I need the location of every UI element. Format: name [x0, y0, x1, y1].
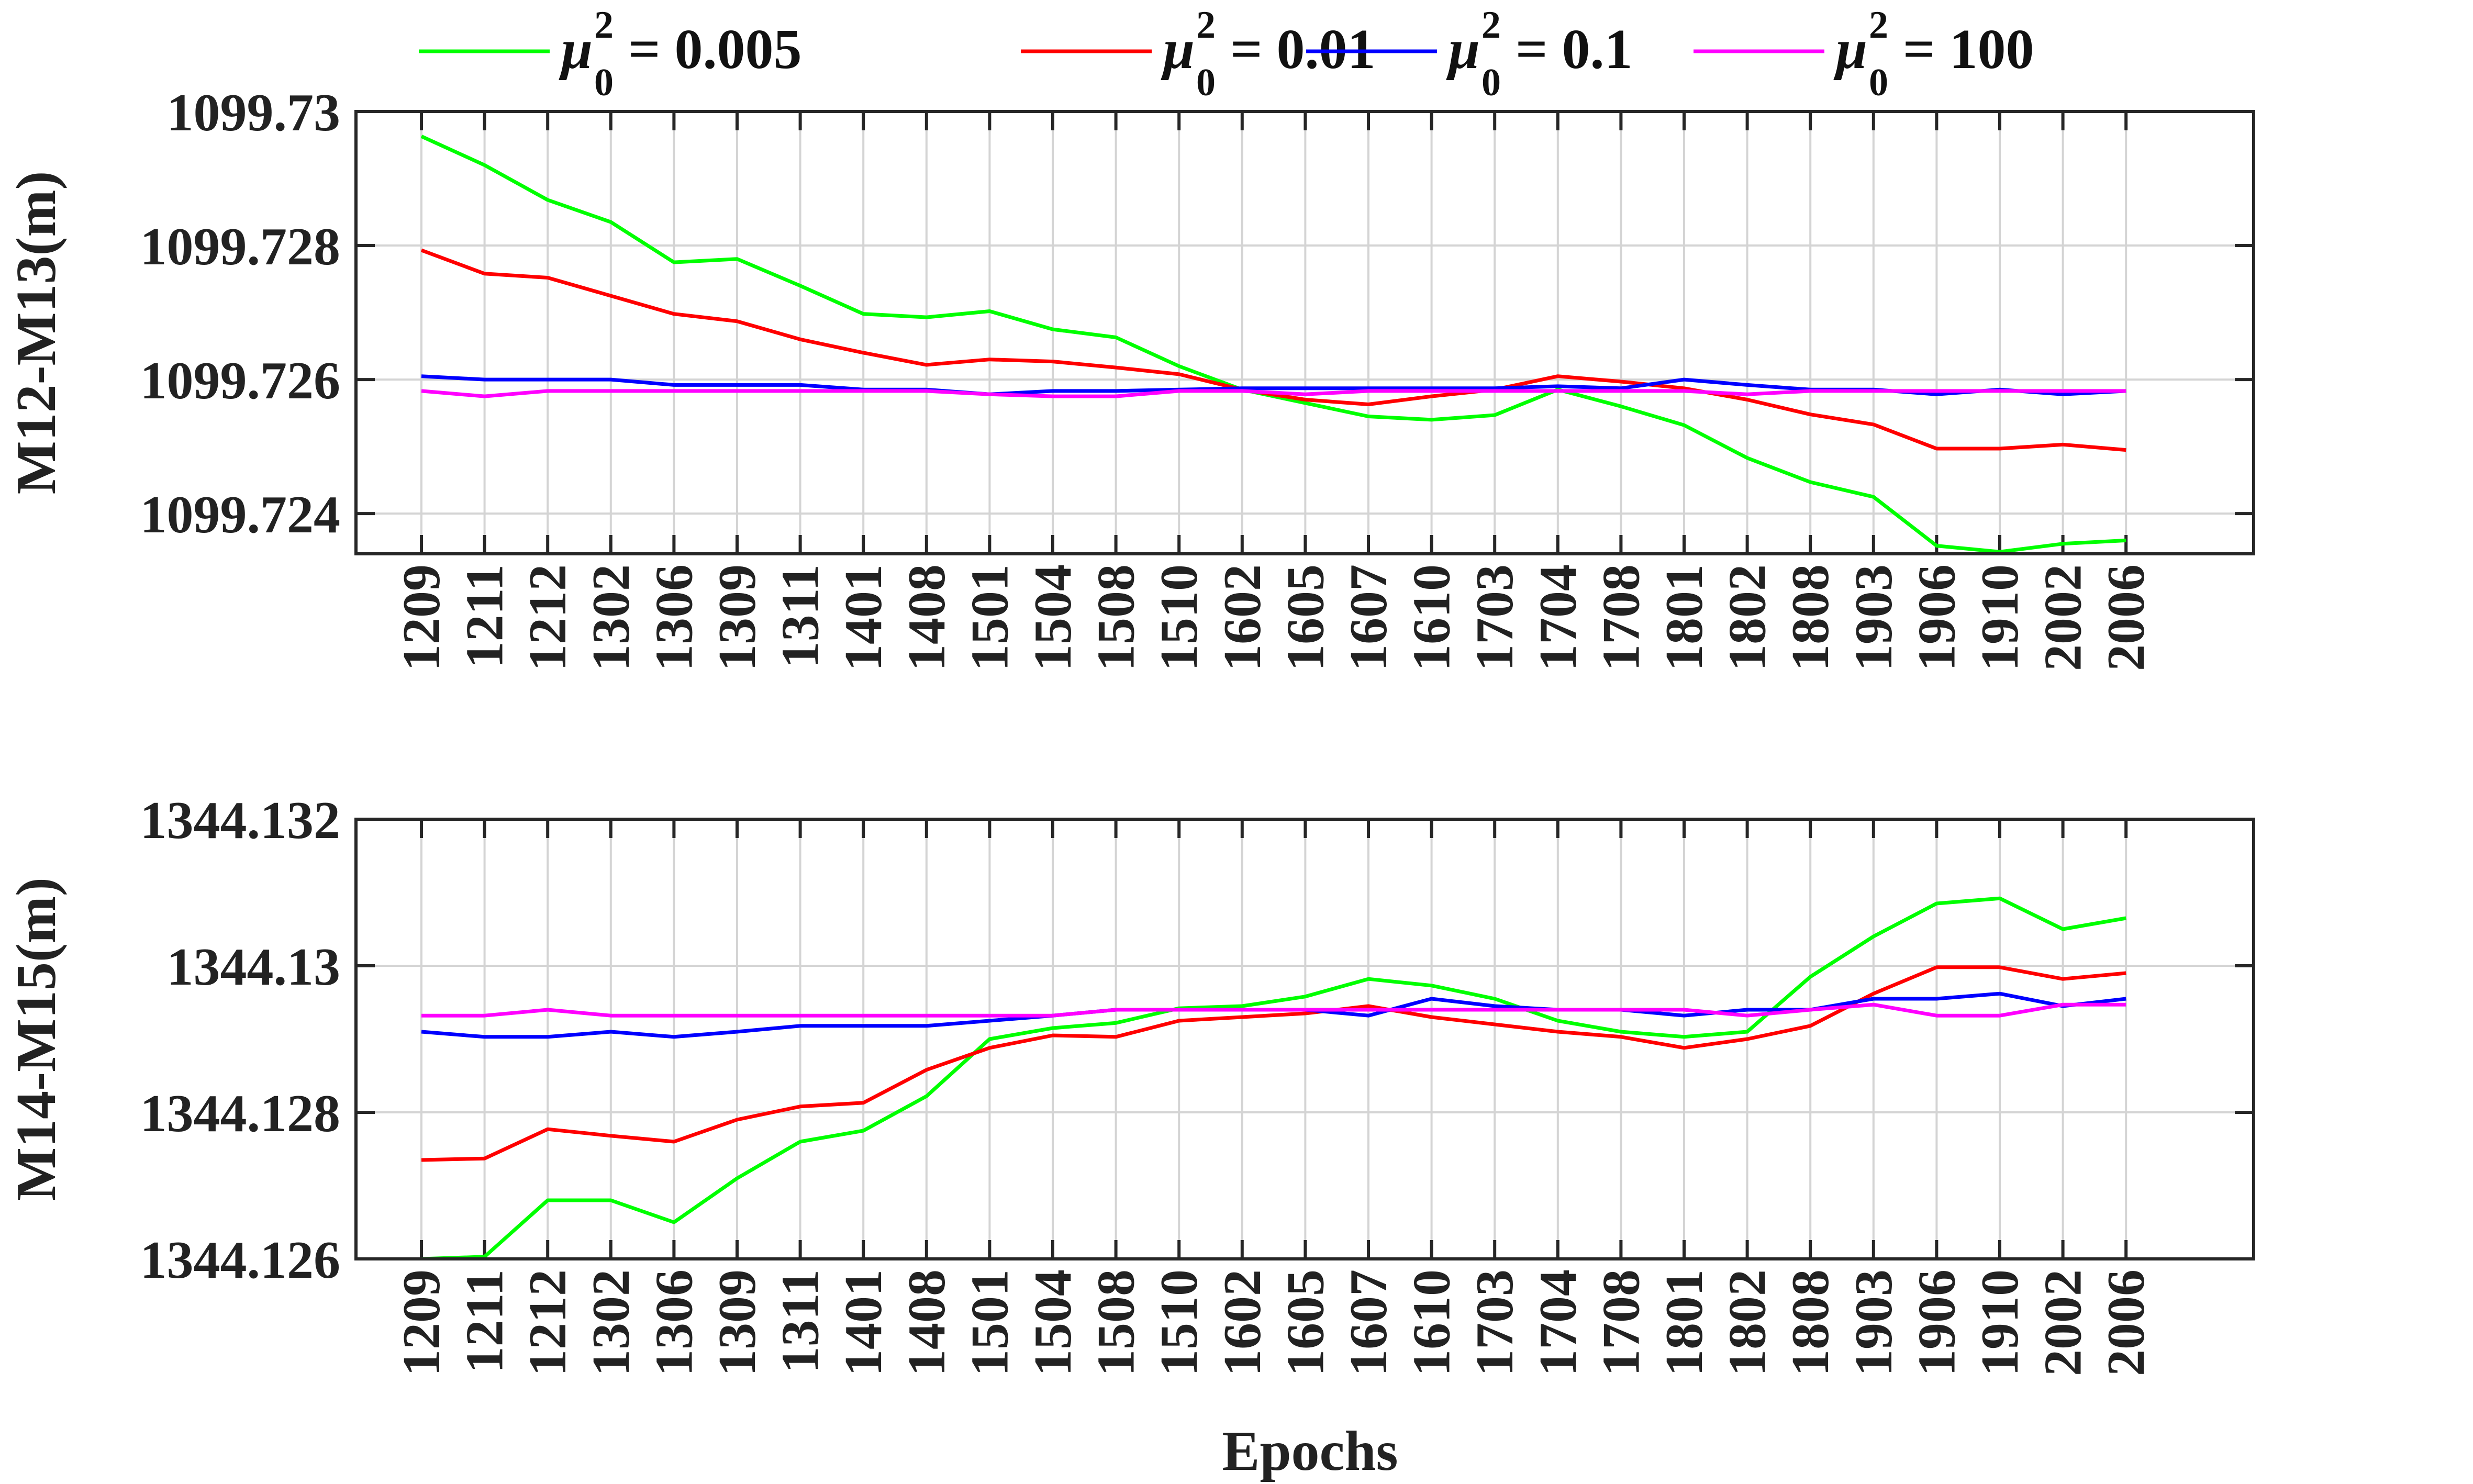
- x-tick-label: 1605: [1276, 1269, 1335, 1376]
- series-line-1: [420, 248, 2126, 452]
- series-line-3: [421, 389, 2126, 398]
- legend-subscript: 0: [594, 61, 614, 104]
- legend-item-3: μ 2 0 = 100: [1694, 4, 2034, 104]
- y-axis-label: M14-M15(m): [5, 877, 68, 1201]
- x-tick-label: 1508: [1087, 564, 1146, 671]
- x-tick-label: 1302: [582, 1269, 641, 1376]
- y-tick-label: 1099.728: [140, 217, 341, 276]
- x-tick-label: 1211: [455, 564, 515, 668]
- x-tick-label: 1808: [1781, 564, 1840, 671]
- x-tick-label: 2002: [2034, 564, 2093, 671]
- x-tick-label: 1610: [1402, 1269, 1462, 1376]
- legend-value: = 0.005: [628, 18, 802, 81]
- x-tick-label: 1309: [708, 564, 767, 671]
- x-tick-label: 1704: [1529, 564, 1588, 671]
- x-tick-label: 1801: [1655, 1269, 1714, 1376]
- y-tick-label: 1344.13: [167, 938, 341, 997]
- legend-value: = 0.1: [1516, 18, 1633, 81]
- x-tick-label: 1602: [1213, 1269, 1272, 1376]
- legend-symbol: μ: [1446, 18, 1480, 81]
- legend-item-0: μ 2 0 = 0.005: [419, 4, 802, 104]
- x-tick-label: 1602: [1213, 564, 1272, 671]
- y-tick-label: 1099.724: [140, 485, 341, 544]
- series-line-3: [421, 1002, 2126, 1018]
- x-tick-label: 1605: [1276, 564, 1335, 671]
- legend-subscript: 0: [1869, 61, 1888, 104]
- legend-item-1: μ 20= 0.01: [1021, 4, 1376, 104]
- x-tick-label: 1501: [960, 564, 1019, 671]
- legend-value: = 100: [1903, 18, 2034, 81]
- x-tick-label: 1309: [708, 1269, 767, 1376]
- x-tick-label: 1311: [771, 1269, 830, 1373]
- x-tick-label: 1211: [455, 1269, 515, 1373]
- axes-box: [354, 818, 2255, 1260]
- x-tick-label: 1703: [1465, 1269, 1524, 1376]
- x-tick-label: 1508: [1087, 1269, 1146, 1376]
- x-tick-label: 2002: [2034, 1269, 2093, 1376]
- legend-subscript: 0: [1196, 61, 1216, 104]
- x-tick-label: 1607: [1339, 564, 1398, 671]
- x-tick-label: 1401: [834, 564, 893, 671]
- x-tick-label: 1903: [1844, 1269, 1903, 1376]
- x-tick-label: 1209: [392, 1269, 451, 1376]
- y-tick-label: 1099.73: [167, 83, 341, 142]
- legend-symbol: μ: [1833, 18, 1867, 81]
- series-line-0: [421, 896, 2126, 1259]
- x-tick-label: 1801: [1655, 564, 1714, 671]
- x-tick-label: 1302: [582, 564, 641, 671]
- legend-superscript: 2: [594, 4, 614, 47]
- x-tick-label: 1708: [1591, 1269, 1651, 1376]
- y-tick-label: 1099.726: [140, 351, 341, 410]
- y-tick-label: 1344.132: [140, 791, 341, 850]
- x-tick-label: 1212: [518, 1269, 577, 1376]
- legend-symbol: μ: [1161, 18, 1195, 81]
- x-tick-label: 1311: [771, 564, 830, 668]
- y-tick-label: 1344.128: [140, 1084, 341, 1143]
- axes-box: [354, 110, 2255, 555]
- x-tick-label: 1607: [1339, 1269, 1398, 1376]
- legend-item-2: μ 2 0 = 0.1: [1306, 4, 1633, 104]
- x-tick-label: 1802: [1718, 1269, 1777, 1376]
- y-axis-label: M12-M13(m): [5, 171, 68, 495]
- x-tick-label: 1504: [1023, 564, 1083, 671]
- x-tick-label: 1906: [1907, 1269, 1966, 1376]
- x-tick-label: 1510: [1150, 1269, 1209, 1376]
- x-tick-label: 1501: [960, 1269, 1019, 1376]
- legend-symbol: μ: [559, 18, 593, 81]
- x-tick-label: 1704: [1529, 1269, 1588, 1376]
- series-line-1: [421, 965, 2126, 1162]
- x-tick-label: 1306: [644, 1269, 704, 1376]
- legend-superscript: 2: [1196, 4, 1216, 47]
- x-tick-label: 1610: [1402, 564, 1462, 671]
- x-tick-label: 1802: [1718, 564, 1777, 671]
- x-tick-label: 2006: [2097, 564, 2156, 671]
- x-tick-label: 2006: [2097, 1269, 2156, 1376]
- legend-superscript: 2: [1481, 4, 1501, 47]
- legend-subscript: 0: [1481, 61, 1501, 104]
- x-axis-label: Epochs: [1222, 1420, 1398, 1482]
- x-tick-label: 1903: [1844, 564, 1903, 671]
- x-tick-label: 1401: [834, 1269, 893, 1376]
- x-tick-label: 1910: [1970, 1269, 2030, 1376]
- x-tick-label: 1212: [518, 564, 577, 671]
- x-tick-label: 1910: [1970, 564, 2030, 671]
- x-tick-label: 1808: [1781, 1269, 1840, 1376]
- legend-superscript: 2: [1869, 4, 1888, 47]
- y-tick-label: 1344.126: [140, 1231, 341, 1290]
- x-tick-label: 1408: [897, 1269, 956, 1376]
- x-tick-label: 1510: [1150, 564, 1209, 671]
- legend: μ 20= 0.005 μ 20= 0.01 μ 20= 0.1 μ 20= 100: [419, 4, 2034, 104]
- x-tick-label: 1703: [1465, 564, 1524, 671]
- x-tick-label: 1209: [392, 564, 451, 671]
- x-tick-label: 1408: [897, 564, 956, 671]
- x-tick-label: 1306: [644, 564, 704, 671]
- x-tick-label: 1708: [1591, 564, 1651, 671]
- x-tick-label: 1504: [1023, 1269, 1083, 1376]
- x-tick-label: 1906: [1907, 564, 1966, 671]
